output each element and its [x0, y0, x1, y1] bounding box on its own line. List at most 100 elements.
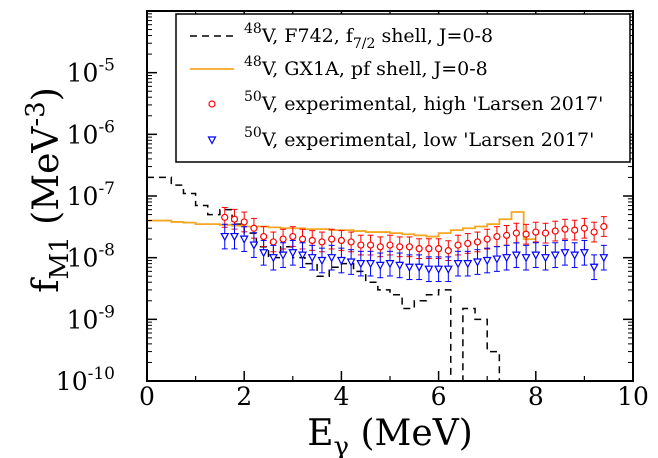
data-point [492, 255, 502, 264]
data-point [347, 238, 355, 246]
data-point [473, 238, 482, 246]
data-point [463, 260, 473, 269]
data-point [511, 251, 521, 260]
data-point [483, 235, 491, 243]
data-point [444, 247, 452, 255]
series-48v-gx1a-line [147, 211, 536, 241]
data-point [240, 218, 248, 226]
data-point [531, 251, 541, 260]
data-point [521, 254, 531, 263]
data-point [600, 222, 608, 231]
y-tick-label: 10-8 [67, 241, 115, 273]
data-point [260, 232, 268, 241]
data-point [356, 260, 366, 269]
data-point [599, 254, 609, 263]
data-point [435, 245, 443, 253]
data-point [239, 235, 249, 244]
data-point [454, 241, 462, 249]
y-tick-label: 10-6 [67, 117, 115, 149]
data-point [550, 251, 560, 260]
y-axis-title-main: f [26, 277, 67, 293]
x-tick-label: 0 [139, 382, 155, 411]
data-point [385, 260, 395, 269]
data-point [424, 265, 434, 274]
legend-symbol-marker [207, 136, 217, 145]
data-point [289, 232, 297, 241]
data-point [308, 236, 316, 245]
data-point [327, 254, 337, 263]
data-point [317, 256, 327, 266]
y-axis-title-close: ) [26, 87, 67, 101]
data-point [482, 256, 492, 266]
data-point [366, 241, 375, 249]
data-point [249, 241, 259, 250]
data-point [541, 254, 551, 263]
data-point [250, 224, 258, 232]
series-50v-low [220, 223, 609, 283]
data-point [336, 256, 346, 266]
legend-label: 50V, experimental, low 'Larsen 2017' [244, 125, 594, 151]
data-point [464, 239, 472, 248]
x-tick-label: 6 [431, 382, 447, 411]
data-point [230, 215, 239, 223]
x-axis-title: Eγ (MeV) [307, 413, 473, 458]
legend-box [175, 13, 631, 163]
x-axis-title-unit: (MeV) [349, 413, 473, 454]
data-point [404, 263, 414, 272]
data-point [443, 265, 453, 274]
y-axis-title: fM1 (MeV-3) [21, 87, 75, 293]
x-tick-label: 10 [617, 382, 649, 411]
data-point [415, 245, 423, 253]
data-point [434, 265, 444, 274]
data-point [493, 232, 501, 241]
data-point [580, 224, 589, 232]
data-point [328, 235, 336, 243]
data-point [579, 249, 589, 258]
data-point [522, 230, 530, 238]
data-point [541, 229, 550, 237]
data-point [560, 249, 570, 258]
data-point [386, 241, 394, 249]
data-point [307, 254, 317, 263]
data-point [220, 232, 230, 242]
y-tick-label: 10-5 [67, 56, 115, 88]
data-point [425, 245, 433, 253]
x-tick-label: 2 [236, 382, 252, 411]
data-point [346, 258, 356, 267]
data-point [278, 251, 288, 260]
data-point [269, 238, 277, 246]
data-point [259, 249, 269, 258]
data-point [298, 251, 308, 260]
data-point [288, 249, 298, 258]
data-point [268, 254, 278, 263]
data-point [279, 235, 287, 243]
data-point [532, 228, 540, 236]
data-point [375, 261, 385, 271]
data-point [395, 261, 405, 271]
tick-labels: 0 2 4 6 8 10 10-10 10-9 10-8 10-7 10-6 10-5 [56, 56, 649, 411]
data-point [571, 226, 579, 234]
data-point [503, 231, 511, 239]
y-axis-title-sub: M1 [45, 236, 75, 279]
data-point [512, 229, 520, 237]
legend-label: 48V, GX1A, pf shell, J=0-8 [244, 54, 488, 80]
legend-label: 48V, F742, f7/2 shell, J=0-8 [244, 21, 493, 52]
data-point [472, 258, 482, 267]
y-axis-title-unit: (MeV [26, 126, 67, 237]
y-tick-label: 10-7 [67, 179, 115, 211]
x-tick-label: 8 [528, 382, 544, 411]
plot-marks [147, 176, 609, 382]
series-48v-f742-line [147, 176, 512, 382]
data-point [337, 236, 345, 245]
data-point [405, 243, 414, 251]
data-point [396, 243, 404, 251]
y-tick-label: 10-9 [67, 302, 115, 334]
data-point [318, 238, 326, 246]
data-point [590, 228, 598, 236]
data-point [229, 232, 239, 242]
data-point [366, 260, 376, 269]
data-point [502, 254, 512, 263]
data-point [357, 241, 365, 249]
legend-label: 50V, experimental, high 'Larsen 2017' [244, 89, 603, 115]
